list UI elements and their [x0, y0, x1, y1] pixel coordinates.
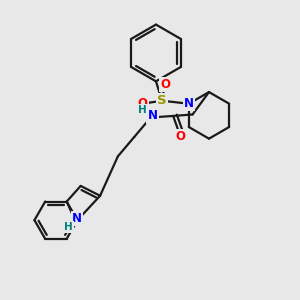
Text: S: S [157, 94, 167, 107]
Text: O: O [160, 78, 170, 91]
Text: N: N [72, 212, 82, 225]
Text: N: N [148, 110, 158, 122]
Text: H: H [64, 222, 73, 232]
Text: O: O [137, 97, 148, 110]
Text: N: N [184, 97, 194, 110]
Text: H: H [138, 105, 147, 115]
Text: O: O [176, 130, 186, 143]
